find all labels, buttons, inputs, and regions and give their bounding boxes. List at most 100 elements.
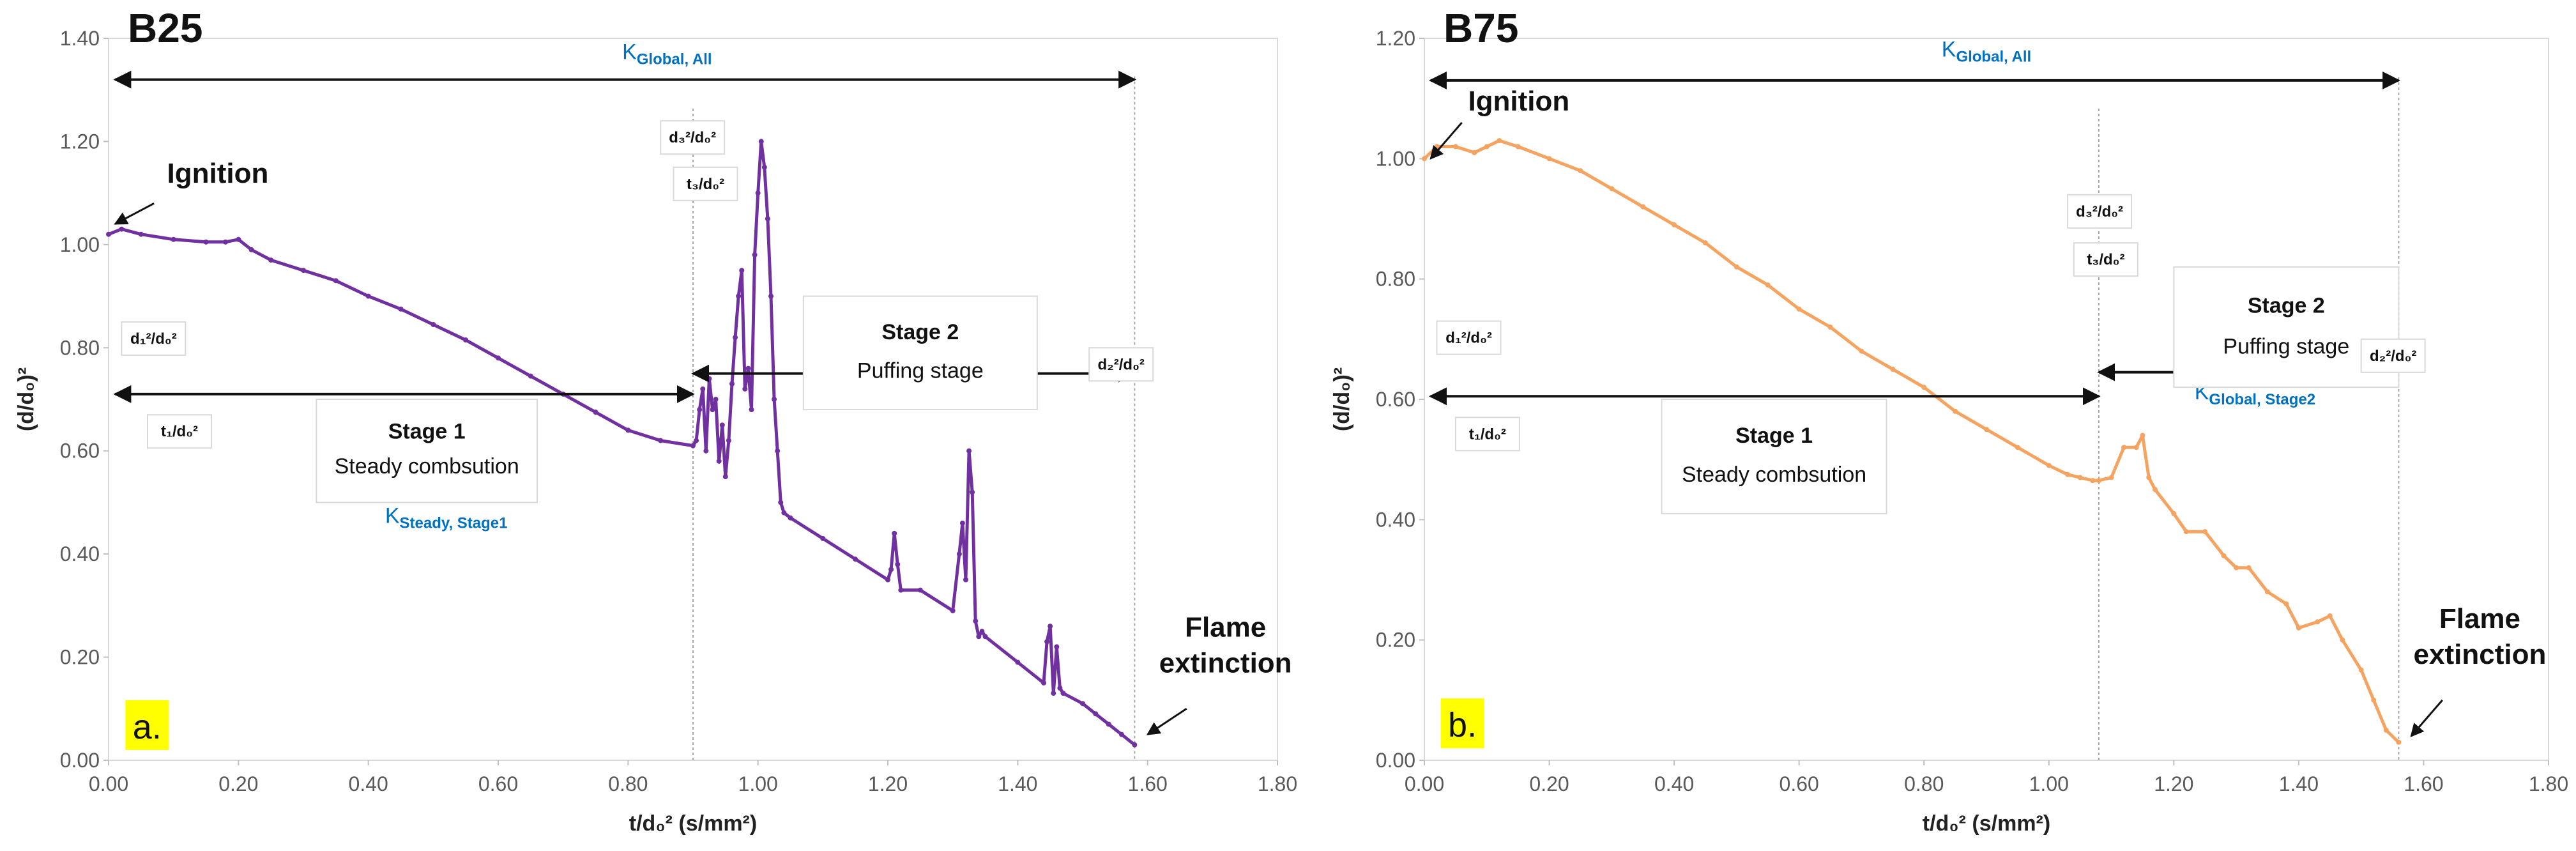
p0-data-point [1119, 732, 1124, 737]
p0-data-point [301, 268, 306, 273]
p1-data-point [1921, 385, 1927, 390]
p0-data-point [719, 422, 725, 428]
p1-data-point [2315, 619, 2321, 625]
p1-data-point [2015, 445, 2020, 450]
p0-data-point [956, 551, 962, 557]
p0-y-tick-label: 0.00 [60, 749, 100, 772]
p0-data-point [895, 562, 901, 567]
p1-panel-title: B75 [1444, 5, 1518, 51]
p1-y-axis-title: (d/d₀)² [1330, 367, 1354, 431]
p0-data-point [736, 293, 742, 299]
panel-b25: 0.00 0.20 0.40 0.60 0.80 1.00 1.20 1.40 0.00 0.20… [14, 5, 1297, 836]
p0-label-d1: d₁²/d₀² [130, 330, 177, 348]
p0-ignition-arrow [114, 202, 155, 225]
p0-data-point [625, 427, 631, 433]
p0-x-tick-label: 0.20 [218, 772, 258, 795]
p0-x-tick-label: 0.60 [478, 772, 518, 795]
panel-b75: 0.00 0.20 0.40 0.60 0.80 1.00 1.20 0.00 0.20 0.40… [1330, 5, 2568, 836]
p1-data-point [2340, 637, 2345, 643]
p0-data-point [431, 321, 436, 327]
p0-label-t1-box [147, 414, 212, 449]
p1-y-tick-label: 0.20 [1376, 629, 1415, 652]
p0-data-point [203, 239, 209, 245]
p0-x-tick-label: 0.40 [349, 772, 388, 795]
p1-x-tick-label: 0.00 [1405, 772, 1444, 795]
p0-data-point [365, 293, 371, 299]
p0-data-point [722, 474, 728, 480]
p1-data-point [2296, 625, 2301, 631]
p1-x-tick-label: 1.40 [2279, 772, 2319, 795]
p0-x-tick-label: 1.80 [1258, 772, 1297, 795]
p1-ignition-label: Ignition [1468, 86, 1569, 117]
p0-label-t3-box [673, 166, 738, 201]
p0-data-point [966, 448, 972, 454]
p0-k-steady-stage1-label-main: K [385, 504, 400, 528]
p0-y-tick-label: 1.20 [60, 130, 100, 153]
p0-flame-label-1: Flame [1185, 611, 1266, 643]
p0-data-point [463, 337, 469, 343]
p1-data-point [1472, 150, 1477, 155]
p0-data-point [1060, 691, 1066, 696]
p1-data-point [2202, 529, 2208, 535]
p0-data-point [236, 236, 241, 242]
p1-data-point [1484, 144, 1490, 150]
p1-label-t1: t₁/d₀² [1469, 425, 1506, 443]
p1-data-point [1827, 325, 1833, 330]
p0-data-point [979, 629, 985, 634]
p0-data-point [1041, 680, 1046, 686]
p1-data-point [2065, 471, 2071, 477]
p0-data-point [772, 397, 777, 402]
p0-data-point [119, 226, 125, 232]
p0-data-point [1093, 711, 1099, 717]
p0-data-point [752, 252, 758, 257]
p0-data-point [749, 407, 754, 413]
p1-y-tick-label: 0.40 [1376, 508, 1415, 531]
p1-data-point [1422, 156, 1427, 162]
p0-label-d2: d₂²/d₀² [1097, 356, 1144, 373]
p1-data-point [1546, 156, 1552, 162]
p0-x-tick-label: 1.60 [1128, 772, 1168, 795]
p0-data-point [892, 530, 897, 536]
p0-k-global-all-label: KGlobal, All [622, 40, 712, 68]
p1-data-point [2046, 463, 2052, 468]
p0-data-point [1054, 644, 1060, 650]
p1-label-d2: d₂²/d₀² [2370, 348, 2416, 365]
p1-y-tick-label: 1.00 [1376, 147, 1415, 170]
p0-y-tick-label: 0.60 [60, 440, 100, 463]
p1-k-global-stage2-label-sub: Global, Stage2 [2209, 391, 2315, 408]
p0-label-d3: d₃²/d₀² [669, 129, 716, 146]
p1-y-tick-label: 0.60 [1376, 388, 1415, 411]
p1-data-point [1859, 348, 1864, 354]
p1-y-tick-label: 1.20 [1376, 27, 1415, 50]
p0-data-point [171, 236, 176, 242]
p1-data-point [1640, 204, 1646, 210]
p0-label-d2-box [1088, 347, 1154, 382]
p1-x-tick-label: 1.00 [2029, 772, 2069, 795]
p0-data-point [963, 577, 968, 583]
p0-data-point [268, 257, 274, 263]
p0-data-point [729, 381, 735, 387]
p0-y-tick-label: 1.40 [60, 27, 100, 50]
p0-data-point [768, 293, 774, 299]
p0-ignition-label: Ignition [167, 158, 269, 189]
p1-stage1-box [1661, 399, 1887, 514]
p0-data-point [1051, 691, 1056, 696]
p0-y-tick-label: 0.20 [60, 646, 100, 669]
p0-data-point [726, 438, 731, 443]
p1-stage2-title: Stage 2 [2248, 293, 2325, 318]
p1-k-global-all-label-main: K [1942, 37, 1956, 61]
p0-data-point [106, 231, 111, 237]
p0-data-point [973, 618, 979, 624]
p1-data-point [1796, 306, 1802, 312]
p1-data-point [1609, 186, 1615, 192]
p0-panel-title: B25 [128, 5, 202, 51]
p0-data-point [950, 608, 956, 613]
p0-k-global-all-label-main: K [622, 40, 637, 64]
p0-data-point [1048, 624, 1053, 629]
p0-y-tick-label: 1.00 [60, 233, 100, 256]
p1-data-point [1515, 144, 1521, 150]
p0-data-point [1044, 639, 1050, 645]
p0-data-point [333, 278, 339, 284]
p0-flame-arrow [1146, 708, 1187, 735]
p0-data-point [898, 587, 904, 593]
